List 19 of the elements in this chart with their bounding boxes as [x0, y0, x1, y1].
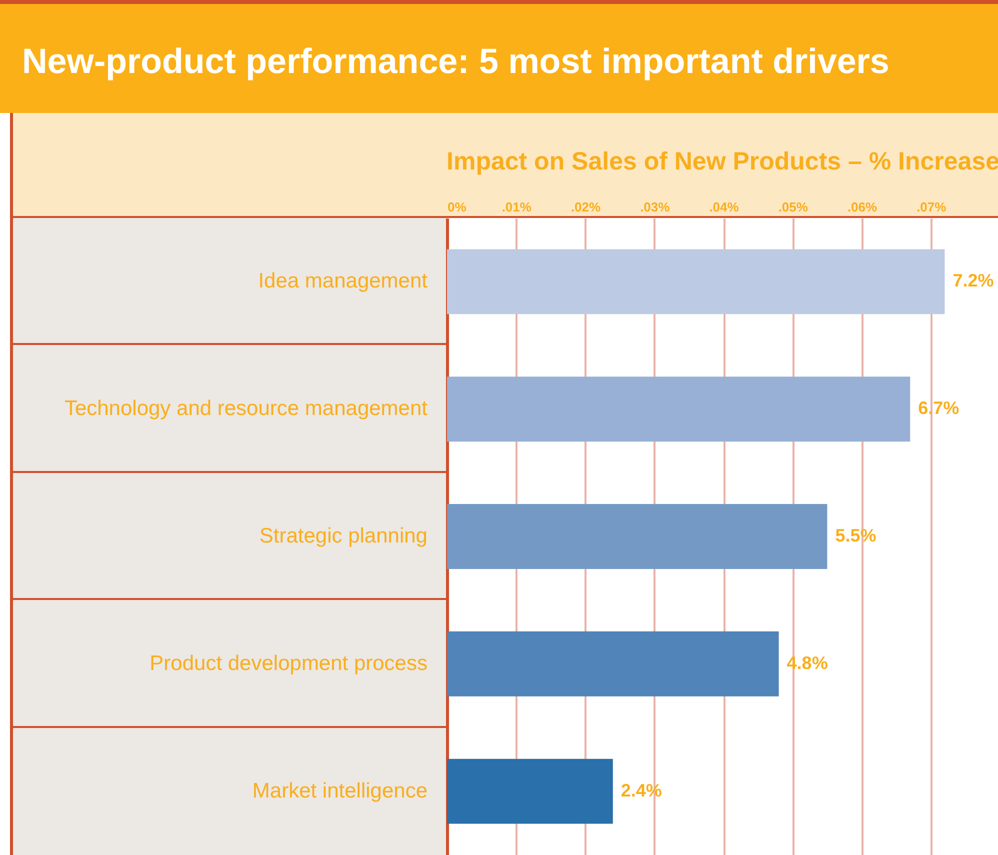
- chart-title: New-product performance: 5 most important drivers: [22, 42, 890, 82]
- y-tick-label: Product development process: [150, 652, 428, 675]
- x-tick-label: .05%: [778, 200, 808, 214]
- data-label: 7.2%: [952, 270, 994, 291]
- x-tick-label: .04%: [709, 200, 740, 214]
- x-tick-label: .02%: [570, 200, 601, 214]
- y-tick-label: Technology and resource management: [64, 397, 428, 420]
- data-label: 2.4%: [620, 780, 662, 800]
- y-tick-label: Market intelligence: [252, 779, 428, 802]
- x-tick-label: .03%: [640, 200, 670, 214]
- data-label: 4.8%: [786, 652, 828, 673]
- x-tick-label: .06%: [847, 200, 878, 214]
- y-tick-label: Idea management: [258, 270, 428, 293]
- x-tick-label: .07%: [916, 200, 947, 214]
- x-tick-label: .01%: [502, 200, 532, 214]
- data-label: 6.7%: [918, 398, 960, 418]
- data-label: 5.5%: [835, 526, 876, 546]
- x-tick-label: 0%: [448, 200, 467, 214]
- y-tick-label: Strategic planning: [259, 524, 428, 548]
